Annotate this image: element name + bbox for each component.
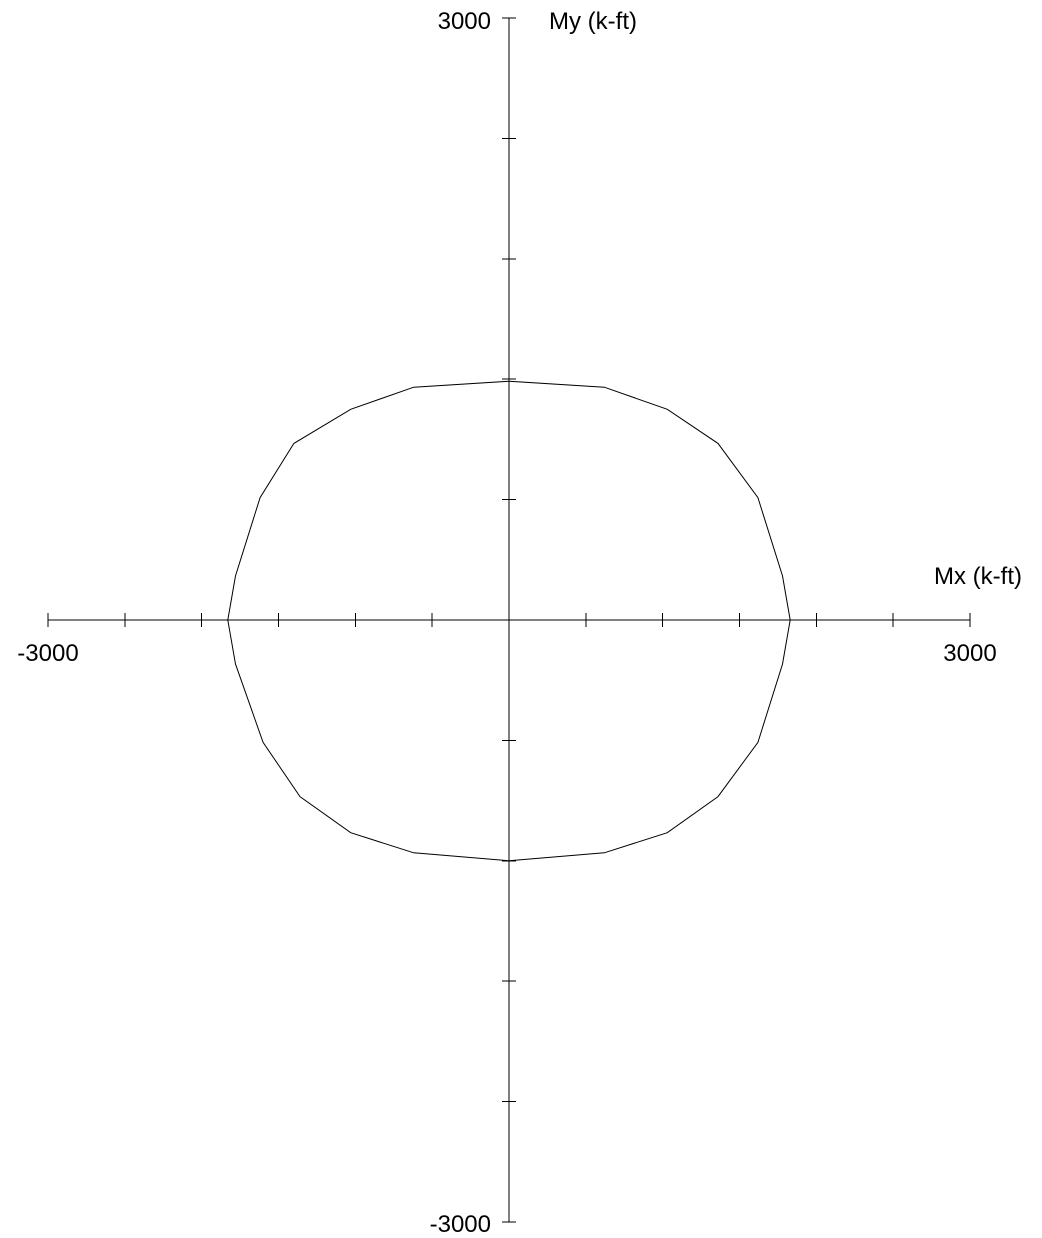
interaction-curve [227,380,791,862]
x-axis-label: Mx (k-ft) [934,563,1022,590]
y-tick-label-max: 3000 [438,8,491,35]
x-axis-ticks [47,613,971,627]
x-tick-label-max: 3000 [943,640,996,667]
x-tick-label-min: -3000 [17,640,78,667]
y-tick-label-min: -3000 [430,1211,491,1238]
y-axis-label: My (k-ft) [549,8,637,35]
